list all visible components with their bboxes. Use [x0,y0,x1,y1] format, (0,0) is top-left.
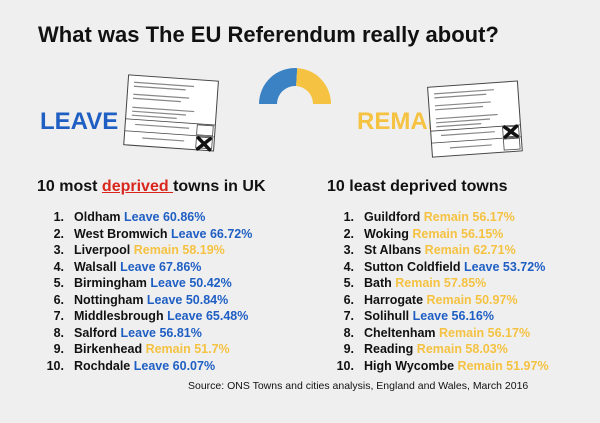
rank-number: 4. [53,259,64,274]
list-item: 5. Bath Remain 57.85% [330,275,549,292]
list-item: 7. Middlesbrough Leave 65.48% [40,308,252,325]
list-item: 3. St Albans Remain 62.71% [330,242,549,259]
source-note: Source: ONS Towns and cities analysis, E… [188,380,529,392]
town-name: High Wycombe [364,358,455,373]
result-gauge [259,68,331,104]
least-deprived-heading: 10 least deprived towns [327,178,508,195]
list-item: 7. Solihull Leave 56.16% [330,308,549,325]
town-name: Solihull [364,309,410,323]
vote-result: Remain 56.17% [423,210,515,224]
town-name: Walsall [74,259,117,274]
rank-number: 10. [336,358,354,373]
least-deprived-list: 1. Guildford Remain 56.17% 2. Woking Remain… [330,209,549,374]
town-name: Harrogate [364,292,424,307]
list-item: 2. West Bromwich Leave 66.72% [40,226,253,243]
rank-number: 6. [53,292,64,307]
list-item: 4. Walsall Leave 67.86% [40,259,252,276]
rank-number: 3. [53,243,64,257]
heading-suffix: towns in UK [173,178,266,195]
rank-number: 4. [343,259,354,274]
rank-number: 3. [343,243,354,257]
town-name: Rochdale [74,358,131,373]
list-item: 10. Rochdale Leave 60.07% [40,358,252,375]
vote-result: Leave 65.48% [167,309,249,323]
vote-result: Leave 53.72% [464,259,546,274]
list-item: 6. Nottingham Leave 50.84% [40,292,252,309]
heading-prefix: 10 most [37,178,102,195]
rank-number: 10. [46,358,64,373]
vote-result: Remain 51.97% [457,358,549,373]
list-item: 1. Guildford Remain 56.17% [330,209,549,226]
vote-result: Leave 56.81% [120,325,202,340]
vote-result: Remain 62.71% [424,243,516,257]
list-item: 10. High Wycombe Remain 51.97% [330,358,549,375]
town-name: Liverpool [74,243,131,257]
vote-result: Remain 58.03% [416,342,508,356]
vote-result: Remain 57.85% [395,276,487,290]
list-item: 8. Cheltenham Remain 56.17% [330,325,549,342]
vote-result: Leave 56.16% [412,309,494,323]
vote-result: Leave 50.84% [146,292,229,307]
vote-result: Leave 60.07% [133,358,216,373]
vote-result: Leave 66.72% [171,226,253,241]
page-title: What was The EU Referendum really about? [38,22,499,47]
town-name: Oldham [74,210,121,224]
town-name: Guildford [364,210,421,224]
list-item: 9. Birkenhead Remain 51.7% [40,341,252,358]
rank-number: 2. [343,226,354,241]
town-name: Woking [364,226,409,241]
rank-number: 1. [343,210,354,224]
town-name: St Albans [364,243,422,257]
cross-mark-icon [195,136,213,152]
list-item: 8. Salford Leave 56.81% [40,325,252,342]
rank-number: 6. [343,292,354,307]
rank-number: 7. [53,309,64,323]
ballot-paper-icon [427,80,523,158]
vote-result: Remain 50.97% [426,292,518,307]
vote-result: Remain 56.15% [412,226,504,241]
town-name: Birmingham [74,276,147,290]
most-deprived-heading: 10 most deprived towns in UK [37,178,266,196]
list-item: 6. Harrogate Remain 50.97% [330,292,549,309]
vote-result: Leave 67.86% [120,259,202,274]
town-name: Nottingham [74,292,144,307]
vote-result: Remain 51.7% [145,342,230,356]
town-name: Cheltenham [364,325,436,340]
gauge-remain-segment [296,68,331,104]
list-item: 9. Reading Remain 58.03% [330,341,549,358]
rank-number: 7. [343,309,354,323]
rank-number: 5. [53,276,64,290]
vote-result: Leave 50.42% [150,276,232,290]
cross-mark-icon [502,124,519,139]
list-item: 2. Woking Remain 56.15% [330,226,549,243]
list-item: 1. Oldham Leave 60.86% [40,209,252,226]
ballot-paper-icon [123,74,219,152]
list-item: 4. Sutton Coldfield Leave 53.72% [330,259,549,276]
most-deprived-list: 1. Oldham Leave 60.86% 2. West Bromwich Lea… [40,209,253,375]
list-item: 3. Liverpool Remain 58.19% [40,242,252,259]
rank-number: 9. [343,342,354,356]
vote-result: Remain 56.17% [439,325,531,340]
town-name: West Bromwich [74,226,168,241]
heading-deprived-word: deprived [101,178,174,195]
leave-label: LEAVE [40,108,119,135]
town-name: Birkenhead [74,342,143,356]
rank-number: 5. [343,276,354,290]
gauge-leave-segment [259,68,298,104]
rank-number: 8. [53,325,64,340]
list-item: 5. Birmingham Leave 50.42% [40,275,252,292]
rank-number: 2. [53,226,64,241]
vote-result: Remain 58.19% [133,243,225,257]
town-name: Reading [364,342,414,356]
town-name: Salford [74,325,118,340]
rank-number: 9. [53,342,64,356]
rank-number: 1. [53,210,64,224]
town-name: Bath [364,276,392,290]
town-name: Sutton Coldfield [364,259,461,274]
vote-result: Leave 60.86% [124,210,206,224]
rank-number: 8. [343,325,354,340]
town-name: Middlesbrough [74,309,164,323]
